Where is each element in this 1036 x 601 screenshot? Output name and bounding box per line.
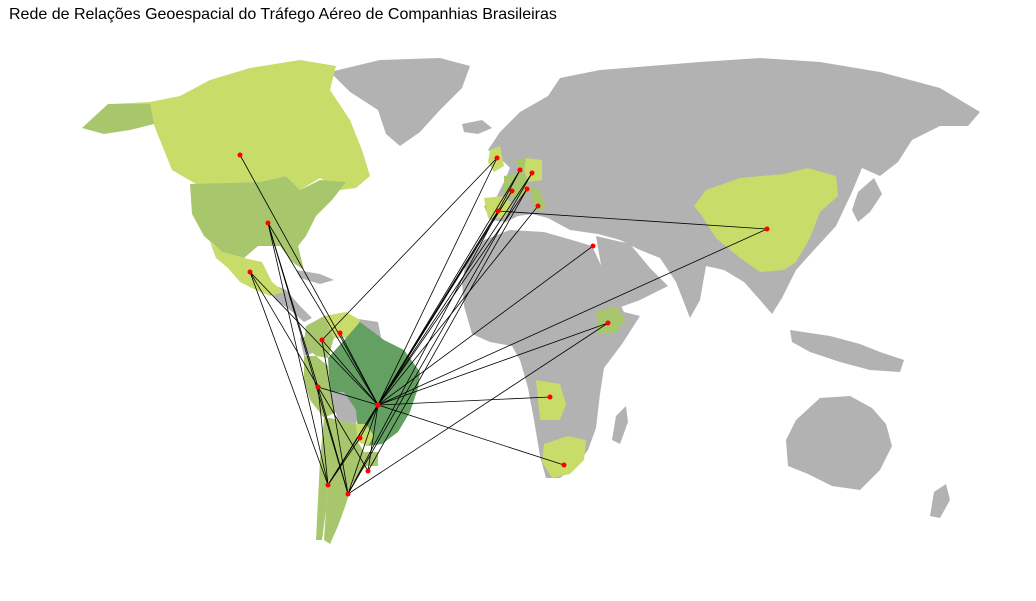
route-venezuela [339,332,379,406]
route-angola [377,396,551,406]
route-mexico [249,271,379,406]
map-title: Rede de Relações Geoespacial do Tráfego … [9,6,557,23]
germany-region [524,158,542,182]
point-canada [237,152,243,158]
point-egypt [590,243,596,249]
point-venezuela [337,330,343,336]
route-sec-2 [267,222,349,495]
point-brazil-hub [375,402,381,408]
point-portugal [495,208,501,214]
point-south-africa [561,462,567,468]
japan-shape [852,178,882,222]
point-argentina [345,491,351,497]
point-peru [315,384,321,390]
caribbean-shape [296,270,334,284]
point-uruguay [365,468,371,474]
route-south-africa [377,404,565,466]
route-sec-7 [347,169,521,495]
angola-region [536,380,566,420]
route-sec-9 [347,322,609,495]
route-sec-6 [347,172,533,495]
points-layer [237,152,770,497]
route-sec-8 [327,210,499,486]
route-usa [267,222,379,406]
point-chile [325,482,331,488]
point-ethiopia [605,320,611,326]
route-peru [317,386,379,406]
colombia-region [304,316,334,358]
point-angola [547,394,553,400]
mexico-region [210,242,284,296]
route-ethiopia [377,322,609,406]
route-china [377,228,768,406]
canada-region [82,60,370,190]
route-colombia [321,339,379,406]
route-argentina [347,404,379,495]
route-italy [377,205,539,406]
route-sec-10 [367,188,528,472]
route-canada [239,154,379,406]
ethiopia-region [596,306,626,334]
route-sec-4 [321,157,498,341]
route-sec-16 [267,222,319,388]
route-uruguay [367,404,379,472]
alaska-region [82,104,154,134]
route-uk [377,157,498,406]
point-spain [524,186,530,192]
routes-layer [239,154,768,495]
south-africa-region [542,436,586,478]
point-netherlands [517,167,523,173]
point-italy [535,203,541,209]
route-sec-14 [317,386,329,486]
australia-shape [786,396,892,490]
route-sec-3 [249,271,329,486]
route-sec-1 [267,222,329,486]
point-mexico [247,269,253,275]
sea-islands-shape [790,330,904,372]
italy-region [530,186,546,212]
greenland-shape [330,58,470,146]
route-sec-15 [327,437,361,486]
point-china [764,226,770,232]
route-sec-13 [321,339,349,495]
arabia-shape [596,236,668,308]
point-usa [265,220,271,226]
point-uk [494,155,500,161]
uruguay-region [364,452,378,466]
point-germany [529,170,535,176]
madagascar-shape [612,406,628,444]
land-layer [266,58,980,518]
point-france [509,188,515,194]
point-paraguay [357,435,363,441]
venezuela-region [324,312,360,338]
new-zealand-shape [930,484,950,518]
route-sec-17 [249,271,369,472]
route-sec-11 [497,210,768,230]
africa-shape [462,230,640,478]
route-sec-12 [317,386,349,495]
chile-region [316,418,330,540]
iceland-shape [462,120,492,134]
point-colombia [319,337,325,343]
